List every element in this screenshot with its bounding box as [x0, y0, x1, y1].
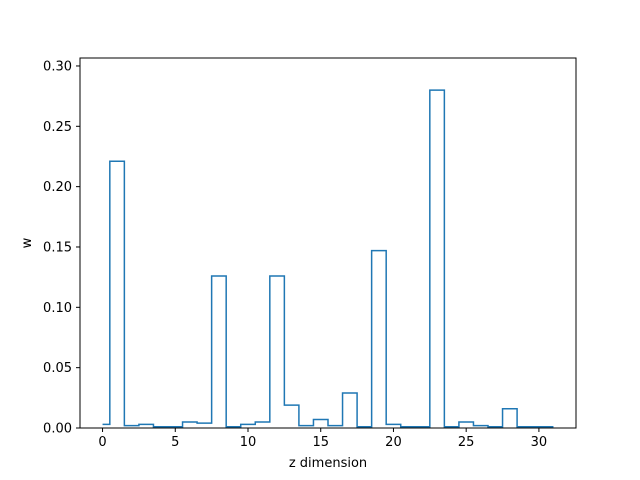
- x-tick-label: 5: [171, 435, 179, 450]
- y-tick-label: 0.10: [43, 301, 72, 316]
- y-axis-ticks: 0.00 0.05 0.10 0.15 0.20 0.25 0.30: [43, 59, 80, 437]
- x-tick-label: 20: [385, 435, 402, 450]
- y-axis-label: w: [20, 237, 35, 248]
- plot-frame: [79, 57, 577, 429]
- y-tick-label: 0.05: [43, 361, 72, 376]
- x-axis-ticks: 0 5 10 15 20 25 30: [98, 428, 547, 450]
- y-tick-label: 0.25: [43, 120, 72, 135]
- y-tick-label: 0.15: [43, 240, 72, 255]
- x-tick-label: 15: [312, 435, 329, 450]
- x-tick-label: 10: [240, 435, 257, 450]
- x-tick-label: 0: [98, 435, 106, 450]
- y-tick-label: 0.30: [43, 59, 72, 74]
- y-tick-label: 0.20: [43, 180, 72, 195]
- y-tick-label: 0.00: [43, 422, 72, 437]
- step-series-line: [102, 89, 554, 428]
- x-axis-label: z dimension: [289, 456, 367, 471]
- x-tick-label: 25: [458, 435, 475, 450]
- x-tick-label: 30: [531, 435, 548, 450]
